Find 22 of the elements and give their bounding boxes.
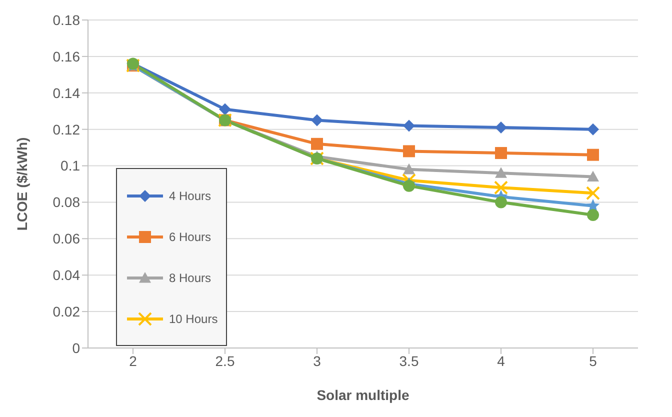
y-tick-label: 0.12 bbox=[52, 121, 80, 138]
y-tick-label: 0.06 bbox=[52, 230, 80, 247]
x-tick-label: 2.5 bbox=[215, 352, 235, 369]
y-tick-label: 0.02 bbox=[52, 304, 80, 320]
y-tick-label: 0.18 bbox=[52, 12, 80, 28]
legend-label: 10 Hours bbox=[169, 312, 218, 326]
legend-label: 4 Hours bbox=[169, 188, 212, 202]
y-tick-label: 0.14 bbox=[52, 84, 80, 101]
y-axis-title: LCOE ($/kWh) bbox=[14, 137, 30, 231]
legend-label: 6 Hours bbox=[169, 230, 212, 244]
y-tick-label: 0.16 bbox=[52, 48, 80, 64]
y-tick-label: 0 bbox=[72, 340, 80, 356]
x-tick-label: 3.5 bbox=[399, 352, 419, 369]
y-tick-label: 0.04 bbox=[52, 267, 80, 284]
y-tick-label: 0.08 bbox=[52, 194, 80, 210]
x-tick-label: 5 bbox=[589, 352, 598, 369]
x-tick-label: 4 bbox=[497, 352, 506, 369]
x-tick-label: 3 bbox=[313, 352, 322, 369]
x-axis-title: Solar multiple bbox=[316, 387, 410, 403]
y-tick-label: 0.1 bbox=[60, 158, 80, 174]
legend-label: 8 Hours bbox=[169, 270, 212, 284]
x-tick-label: 2 bbox=[129, 352, 138, 369]
